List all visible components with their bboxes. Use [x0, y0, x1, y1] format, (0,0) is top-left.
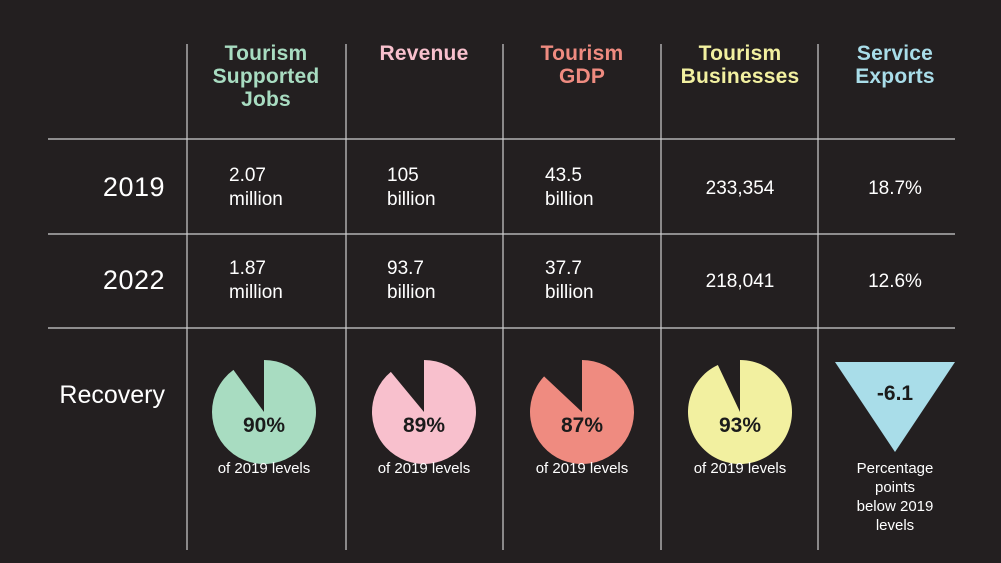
- table-cell: 105 billion: [387, 164, 436, 212]
- cell-value: 2.07: [229, 165, 266, 186]
- caption-line: of 2019 levels: [535, 460, 629, 477]
- caption-line: of 2019 levels: [693, 460, 787, 477]
- recovery-pie-slice: [529, 360, 634, 465]
- table-cell: 1.87 million: [229, 257, 283, 305]
- recovery-pie-slice: [212, 360, 317, 464]
- cell-value: 12.6%: [868, 271, 922, 292]
- table-cell: 37.7 billion: [545, 257, 594, 305]
- recovery-percent: 87%: [560, 414, 604, 437]
- cell-value: billion: [387, 282, 436, 303]
- recovery-caption: of 2019 levels: [189, 459, 339, 478]
- caption-line: of 2019 levels: [377, 460, 471, 477]
- column-header-line: Revenue: [379, 42, 469, 65]
- cell-value: 218,041: [705, 271, 775, 292]
- cell-value: 37.7: [545, 258, 582, 279]
- caption-line: Percentage: [856, 460, 934, 477]
- decline-triangle: [835, 362, 955, 452]
- column-header-line: Service: [856, 42, 934, 65]
- column-header-line: Tourism: [224, 42, 308, 65]
- column-header-line: Jobs: [241, 88, 291, 111]
- caption-line: levels: [875, 517, 915, 534]
- column-header: Tourism GDP: [507, 42, 657, 88]
- recovery-pie-slice: [688, 360, 793, 465]
- table-cell: 18.7%: [820, 177, 970, 201]
- recovery-caption: of 2019 levels: [665, 459, 815, 478]
- table-cell: 218,041: [665, 270, 815, 294]
- cell-value: billion: [545, 282, 594, 303]
- cell-value: 233,354: [705, 178, 775, 199]
- column-header-line: Tourism: [698, 42, 782, 65]
- recovery-pie-slice: [372, 360, 477, 465]
- column-header: Tourism Businesses: [665, 42, 815, 88]
- recovery-percent: 93%: [718, 414, 762, 437]
- row-label: 2022: [102, 265, 165, 295]
- caption-line: points: [874, 479, 916, 496]
- table-cell: 43.5 billion: [545, 164, 594, 212]
- recovery-percent: 89%: [402, 414, 446, 437]
- table-cell: 2.07 million: [229, 164, 283, 212]
- recovery-percent: 90%: [242, 414, 286, 437]
- cell-value: billion: [545, 189, 594, 210]
- column-header-line: GDP: [558, 65, 606, 88]
- caption-line: of 2019 levels: [217, 460, 311, 477]
- recovery-caption: of 2019 levels: [349, 459, 499, 478]
- column-header: Tourism Supported Jobs: [191, 42, 341, 111]
- cell-value: million: [229, 282, 283, 303]
- column-header-line: Supported: [212, 65, 320, 88]
- column-header: Revenue: [349, 42, 499, 65]
- cell-value: 93.7: [387, 258, 424, 279]
- cell-value: 43.5: [545, 165, 582, 186]
- column-header-line: Businesses: [680, 65, 800, 88]
- recovery-caption: Percentage points below 2019 levels: [835, 459, 955, 535]
- row-label: Recovery: [59, 381, 165, 409]
- cell-value: 18.7%: [868, 178, 922, 199]
- column-header-line: Tourism: [540, 42, 624, 65]
- cell-value: 1.87: [229, 258, 266, 279]
- table-cell: 233,354: [665, 177, 815, 201]
- column-header: Service Exports: [820, 42, 970, 88]
- row-label: 2019: [102, 172, 165, 202]
- recovery-caption: of 2019 levels: [507, 459, 657, 478]
- decline-value: -6.1: [876, 382, 914, 405]
- cell-value: billion: [387, 189, 436, 210]
- cell-value: million: [229, 189, 283, 210]
- column-header-line: Exports: [855, 65, 935, 88]
- table-cell: 93.7 billion: [387, 257, 436, 305]
- table-cell: 12.6%: [820, 270, 970, 294]
- caption-line: below 2019: [856, 498, 934, 515]
- cell-value: 105: [387, 165, 419, 186]
